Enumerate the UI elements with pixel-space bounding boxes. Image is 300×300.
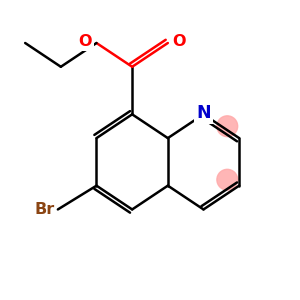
- Text: O: O: [172, 34, 186, 49]
- Circle shape: [217, 169, 238, 190]
- Text: Br: Br: [34, 202, 55, 217]
- Text: O: O: [79, 34, 92, 49]
- Circle shape: [217, 116, 238, 136]
- Text: N: N: [196, 104, 211, 122]
